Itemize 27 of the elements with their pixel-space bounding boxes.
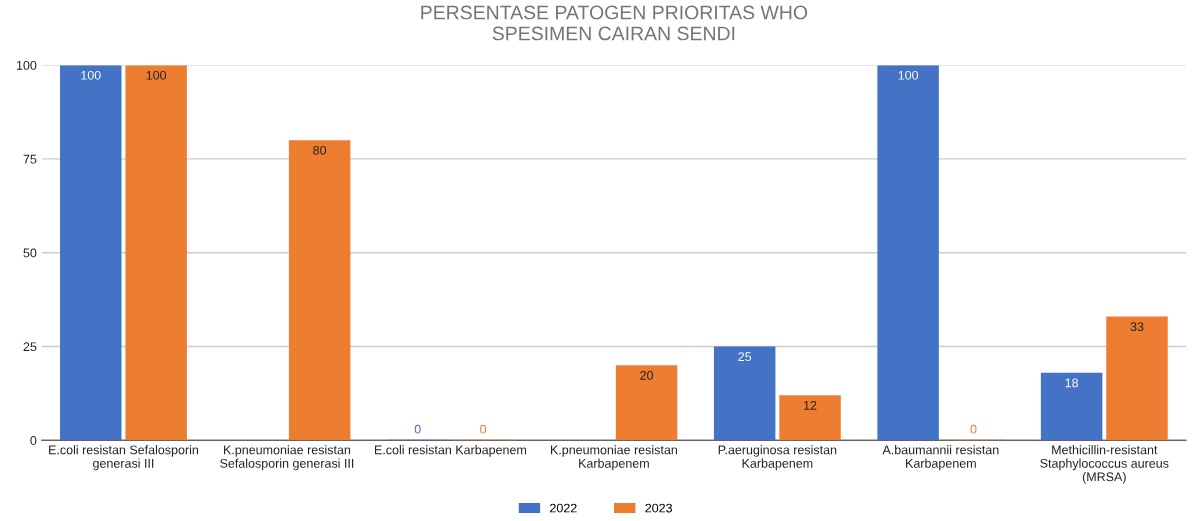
data-label: 0 [970,424,977,434]
x-tick-label: E.coli resistan Karbapenem [375,445,527,457]
y-tick-label: 100 [16,60,37,70]
data-label: 80 [313,145,327,155]
data-label: 0 [414,424,421,434]
y-tick-label: 0 [30,436,37,445]
data-label: 25 [738,352,752,362]
data-label: 12 [804,400,817,410]
data-label: 33 [1130,322,1144,332]
x-tick-label: Methicillin-resistant Staphylococcus aureus (MRSA) [1040,445,1169,484]
x-tick-label: P.aeruginosa resistan Karbapenem [718,445,837,471]
y-tick-label: 75 [23,154,37,164]
data-label: 20 [640,370,654,380]
data-label: 18 [1065,378,1079,388]
data-label: 0 [480,424,487,434]
data-label: 100 [81,70,101,80]
legend-label: 2023 [645,503,673,513]
chart-title: PERSENTASE PATOGEN PRIORITAS WHO SPESIMEN CAIRAN SENDI [421,5,808,41]
y-tick-label: 50 [23,248,37,258]
y-tick-label: 25 [23,342,37,352]
x-tick-label: K.pneumoniae resistan Karbapenem [550,445,677,471]
data-label: 100 [898,70,919,80]
x-tick-label: E.coli resistan Sefalosporin generasi III [49,445,199,471]
legend-label: 2022 [550,503,577,513]
data-label: 100 [146,70,167,80]
x-tick-label: A.baumannii resistan Karbapenem [882,445,999,471]
x-tick-label: K.pneumoniae resistan Sefalosporin generasi III [220,445,354,471]
